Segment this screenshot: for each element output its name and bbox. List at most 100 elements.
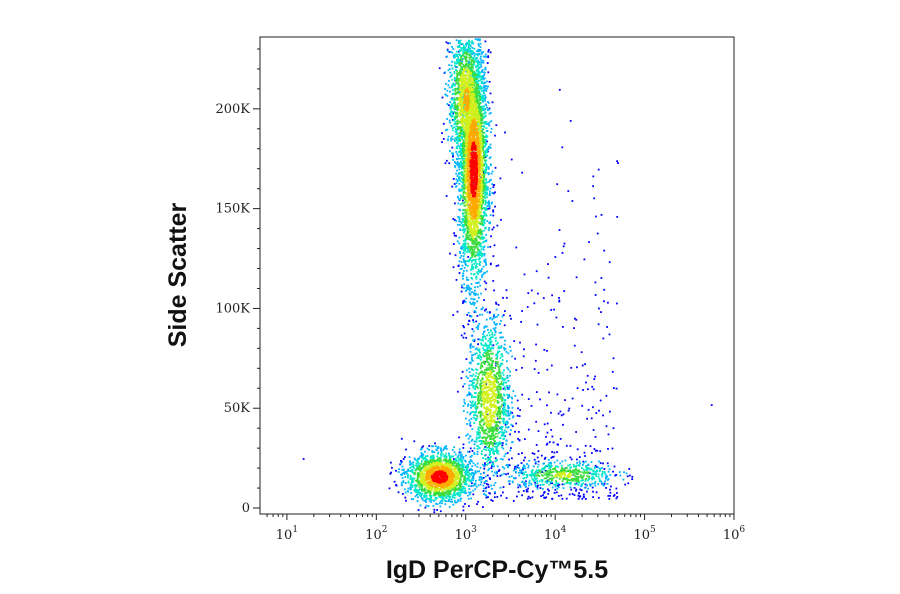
event-point — [416, 474, 419, 476]
event-point — [598, 307, 600, 310]
event-point — [566, 481, 569, 483]
event-point — [488, 338, 491, 340]
event-point — [485, 127, 488, 129]
event-point — [496, 355, 499, 358]
event-point — [405, 482, 407, 484]
event-point — [483, 487, 485, 490]
event-point — [482, 136, 485, 138]
event-point — [462, 174, 465, 177]
event-point — [546, 479, 549, 482]
event-point — [463, 299, 466, 302]
event-point — [491, 433, 493, 435]
event-point — [459, 140, 462, 142]
event-point — [616, 492, 618, 494]
event-point — [433, 456, 435, 459]
event-point — [505, 377, 508, 380]
event-point — [506, 422, 509, 424]
event-point — [449, 71, 452, 74]
event-point — [485, 349, 488, 352]
event-point — [458, 90, 461, 93]
event-point — [462, 212, 464, 215]
event-point — [512, 469, 515, 472]
event-point — [485, 159, 488, 162]
event-point — [445, 129, 447, 132]
event-point — [500, 405, 502, 408]
event-point — [593, 378, 596, 380]
event-point — [460, 65, 463, 68]
event-point — [454, 486, 456, 489]
event-point — [463, 477, 465, 480]
event-point — [483, 179, 486, 182]
event-point — [554, 488, 557, 491]
event-point — [451, 84, 454, 86]
event-point — [461, 489, 464, 492]
event-point — [455, 158, 458, 160]
event-point — [500, 346, 502, 349]
event-point — [457, 499, 460, 501]
event-point — [453, 491, 456, 494]
event-point — [608, 333, 611, 336]
event-point — [468, 237, 470, 239]
event-point — [573, 482, 576, 485]
event-point — [463, 252, 466, 255]
event-point — [548, 467, 551, 470]
event-point — [487, 246, 489, 249]
event-point — [503, 406, 506, 408]
event-point — [526, 306, 529, 308]
event-point — [482, 347, 484, 350]
event-point — [590, 473, 593, 476]
event-point — [594, 472, 597, 475]
event-point — [483, 184, 486, 187]
event-point — [494, 450, 497, 452]
event-point — [464, 154, 467, 157]
event-point — [437, 452, 439, 455]
event-point — [509, 349, 512, 352]
event-point — [498, 383, 500, 386]
event-point — [483, 422, 486, 424]
event-point — [460, 196, 463, 199]
event-point — [578, 481, 580, 483]
event-point — [469, 350, 472, 353]
event-point — [484, 139, 486, 142]
event-point — [522, 468, 524, 471]
event-point — [472, 462, 475, 465]
event-point — [484, 261, 486, 263]
event-point — [476, 447, 479, 450]
event-point — [501, 444, 504, 447]
event-point — [476, 369, 479, 371]
event-point — [455, 50, 458, 53]
event-point — [473, 247, 476, 250]
event-point — [563, 470, 566, 472]
event-point — [452, 105, 454, 107]
event-point — [458, 176, 460, 179]
event-point — [481, 373, 484, 376]
event-point — [578, 460, 581, 463]
event-point — [486, 270, 488, 273]
event-point — [441, 141, 443, 143]
event-point — [421, 484, 424, 487]
event-point — [485, 464, 488, 466]
event-point — [469, 491, 472, 494]
event-point — [424, 459, 427, 462]
event-point — [502, 413, 505, 416]
event-point — [484, 40, 487, 43]
event-point — [473, 311, 476, 313]
event-point — [465, 480, 467, 483]
event-point — [502, 407, 505, 410]
event-point — [499, 388, 502, 391]
event-point — [442, 449, 445, 451]
event-point — [549, 466, 552, 469]
event-point — [528, 480, 531, 482]
event-point — [463, 266, 466, 269]
event-point — [454, 137, 457, 140]
event-point — [487, 367, 489, 370]
event-point — [456, 456, 459, 459]
event-point — [475, 69, 478, 71]
event-point — [477, 157, 479, 160]
event-point — [585, 465, 587, 468]
event-point — [477, 376, 479, 378]
event-point — [400, 473, 402, 476]
event-point — [482, 457, 484, 459]
event-point — [506, 387, 509, 389]
event-point — [501, 377, 503, 380]
